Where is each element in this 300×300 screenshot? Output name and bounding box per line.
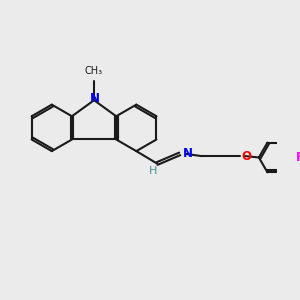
Text: F: F [296, 151, 300, 164]
Text: N: N [183, 147, 193, 161]
Text: CH₃: CH₃ [85, 66, 103, 76]
Text: H: H [149, 166, 157, 176]
Text: N: N [90, 92, 100, 105]
Text: O: O [242, 150, 252, 163]
